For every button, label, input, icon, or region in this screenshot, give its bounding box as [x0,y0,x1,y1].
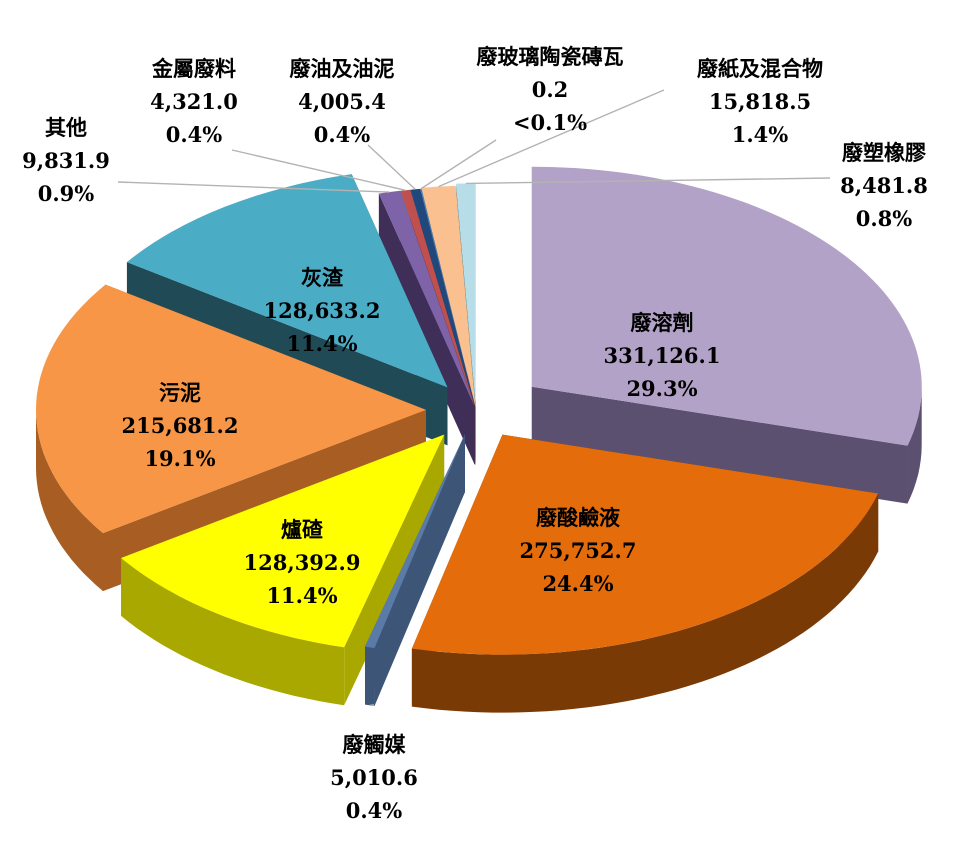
slice-1 [411,434,879,655]
slice-value-label: 4,321.0 [150,89,238,114]
slice-name-label: 廢油及油泥 [290,56,395,81]
slice-percent-label: 11.4% [266,583,337,608]
slice-side-0 [907,386,922,504]
slice-value-label: 5,010.6 [330,765,418,790]
slice-name-label: 爐碴 [281,517,324,542]
slice-percent-label: 0.9% [38,181,95,206]
slice-10 [421,185,476,406]
slice-percent-label: 0.4% [346,798,403,823]
slice-wall-0 [531,386,908,504]
slice-percent-label: <0.1% [513,110,587,135]
pie-top-faces [36,166,922,655]
slice-name-label: 廢溶劑 [631,310,694,335]
slice-side-3 [121,557,345,706]
slice-percent-label: 0.4% [166,122,223,147]
slice-0 [531,166,922,446]
slice-percent-label: 0.8% [856,206,913,231]
leader-6 [117,181,390,193]
slice-value-label: 15,818.5 [709,89,811,114]
leader-lines [117,89,831,707]
slice-name-label: 其他 [45,115,87,140]
slice-name-label: 廢紙及混合物 [697,56,823,81]
slice-name-label: 廢玻璃陶瓷磚瓦 [477,44,624,69]
slice-value-label: 128,633.2 [264,298,381,323]
slice-name-label: 污泥 [159,380,201,405]
leader-11 [465,177,831,185]
leader-9 [420,139,497,190]
slice-wall-2 [365,434,466,705]
slice-11 [456,183,476,404]
slice-percent-label: 19.1% [144,446,215,471]
slice-5 [126,174,448,388]
slice-name-label: 灰渣 [301,265,344,290]
slice-percent-label: 1.4% [732,122,789,147]
slice-value-label: 8,481.8 [840,173,928,198]
slice-percent-label: 24.4% [542,571,613,596]
slice-3 [121,434,445,648]
slice-side-1 [411,493,879,713]
slice-name-label: 廢塑橡膠 [842,140,926,165]
slice-percent-label: 0.4% [314,122,371,147]
slice-7 [400,189,475,407]
leader-8 [367,144,416,190]
slice-percent-label: 11.4% [286,331,357,356]
slice-6 [378,190,475,407]
slice-value-label: 0.2 [532,77,569,102]
slice-labels: 廢溶劑 331,126.1 29.3% 廢酸鹼液 275,752.7 24.4% 廢觸媒 5,… [22,44,928,823]
slice-9 [420,188,476,407]
slice-value-label: 275,752.7 [520,538,637,563]
slice-name-label: 金屬廢料 [151,56,236,81]
slice-name-label: 廢觸媒 [343,732,407,757]
slice-2 [365,434,466,648]
slice-wall-6 [378,193,475,465]
slice-value-label: 9,831.9 [22,148,110,173]
slice-value-label: 128,392.9 [244,550,361,575]
slice-value-label: 4,005.4 [298,89,386,114]
leader-10 [438,89,665,188]
slice-name-label: 廢酸鹼液 [536,505,620,530]
slice-side-4 [36,409,103,592]
slice-8 [410,188,476,407]
leader-7 [231,149,406,191]
slice-value-label: 331,126.1 [604,343,721,368]
slice-wall-3 [344,434,445,706]
slice-4 [36,284,427,534]
slice-value-label: 215,681.2 [122,413,239,438]
slice-percent-label: 29.3% [626,376,697,401]
